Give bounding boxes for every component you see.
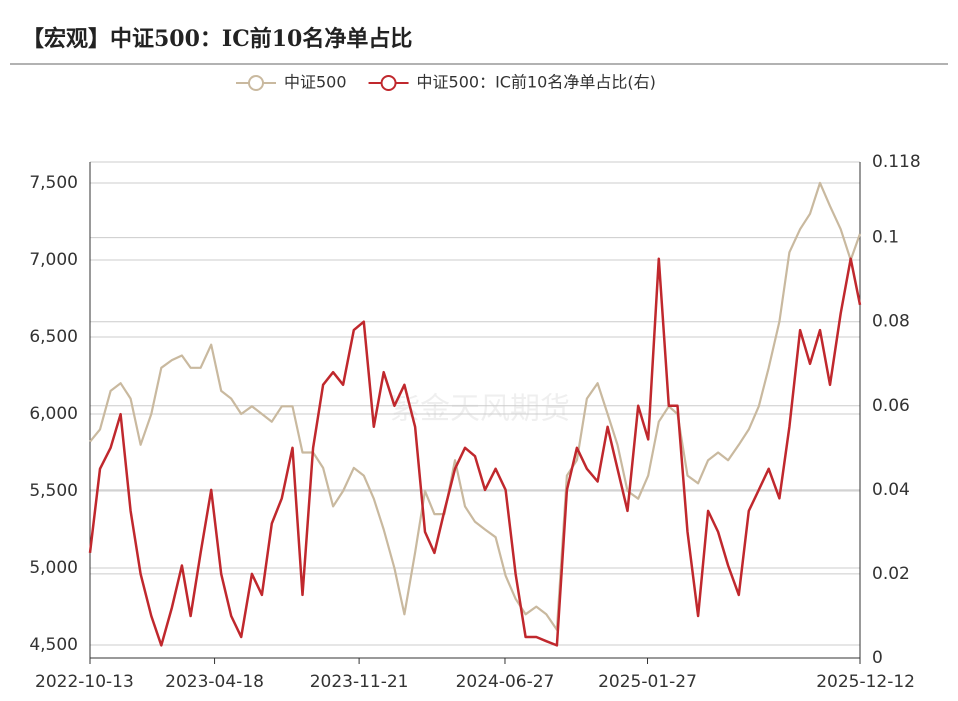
series-line: [88, 257, 862, 647]
legend-label: 中证500: [284, 73, 347, 92]
x-tick-label: 2023-11-21: [310, 672, 409, 692]
y-tick-label: 6,000: [29, 404, 78, 424]
y-tick-label: 4,500: [29, 635, 78, 655]
x-tick-label: 2022-10-13: [35, 672, 134, 692]
chart-title: 【宏观】中证500：IC前10名净单占比: [22, 26, 412, 52]
y2-tick-label: 0.1: [872, 228, 899, 248]
x-tick-label: 2025-01-27: [598, 672, 697, 692]
legend-marker: [380, 75, 397, 91]
y2-tick-label: 0.06: [872, 396, 910, 416]
legend-label: 中证500：IC前10名净单占比(右): [417, 73, 656, 92]
legend-marker: [248, 75, 264, 91]
x-tick-label: 2023-04-18: [165, 672, 264, 692]
y2-tick-label: 0.08: [872, 312, 910, 332]
y2-tick-label: 0.04: [872, 480, 910, 500]
y-tick-label: 5,500: [29, 481, 78, 501]
x-tick-label: 2024-06-27: [456, 672, 555, 692]
y-tick-label: 7,000: [29, 250, 78, 270]
y2-tick-label: 0.02: [872, 564, 910, 584]
series-line: [89, 181, 862, 631]
x-tick-label: 2025-12-12: [816, 672, 915, 692]
y-tick-label: 5,000: [29, 558, 78, 578]
y-tick-label: 7,500: [29, 173, 78, 193]
y-tick-label: 6,500: [29, 327, 78, 347]
y2-tick-label: 0.118: [872, 152, 921, 172]
y2-tick-label: 0: [872, 648, 883, 668]
watermark: 紫金天风期货: [390, 392, 570, 427]
